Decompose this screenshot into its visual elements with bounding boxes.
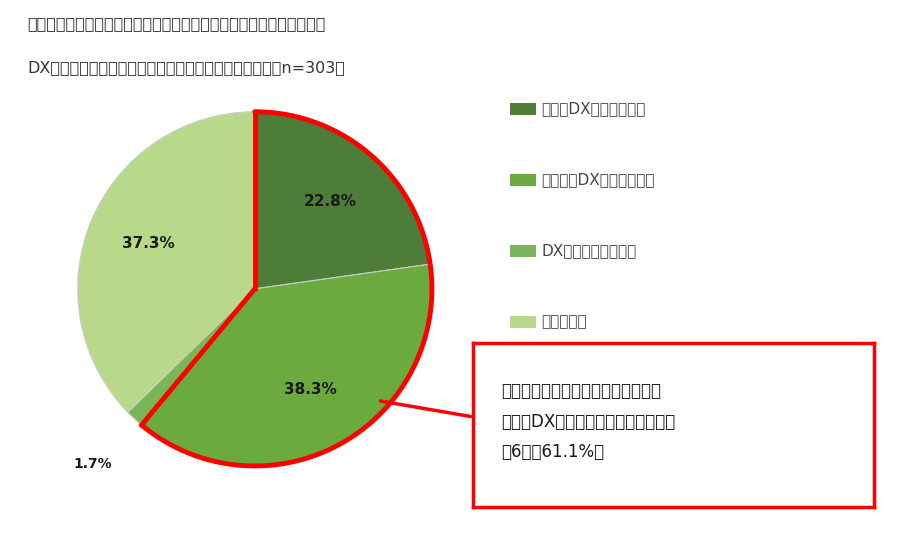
- Text: わからない: わからない: [541, 314, 587, 329]
- Text: 38.3%: 38.3%: [285, 382, 338, 397]
- Text: 22.8%: 22.8%: [304, 195, 357, 209]
- Text: 1.7%: 1.7%: [73, 457, 112, 471]
- Text: 早急にDX活用をしたい: 早急にDX活用をしたい: [541, 101, 646, 117]
- Text: 「人材不足」解消や「人材定着」の
ためにDXを活用したいと答えた人は
約6割（61.1%）: 「人材不足」解消や「人材定着」の ためにDXを活用したいと答えた人は 約6割（6…: [501, 382, 675, 462]
- Text: DX活用はしたくない: DX活用はしたくない: [541, 243, 637, 258]
- Wedge shape: [77, 112, 255, 412]
- Wedge shape: [127, 289, 255, 425]
- Text: 介護業界の二大課題である「人材不足」解消や「人材定着」のための: 介護業界の二大課題である「人材不足」解消や「人材定着」のための: [27, 16, 326, 32]
- Text: DX活用について、あてはまるものをお選びください。（n=303）: DX活用について、あてはまるものをお選びください。（n=303）: [27, 60, 345, 75]
- Text: いずれはDX活用をしたい: いずれはDX活用をしたい: [541, 172, 655, 187]
- Wedge shape: [142, 264, 432, 466]
- Wedge shape: [255, 112, 430, 289]
- Text: 37.3%: 37.3%: [122, 237, 175, 251]
